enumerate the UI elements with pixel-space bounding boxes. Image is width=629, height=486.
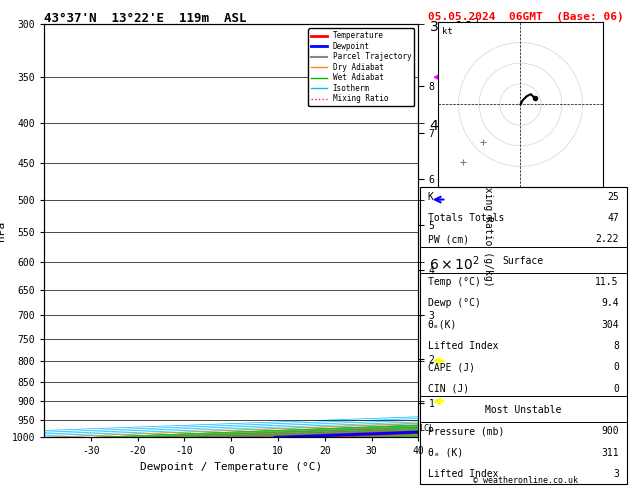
- Text: K: K: [428, 191, 434, 202]
- Text: θₑ (K): θₑ (K): [428, 448, 463, 458]
- Text: CAPE (J): CAPE (J): [428, 363, 475, 372]
- Text: 43°37'N  13°22'E  119m  ASL: 43°37'N 13°22'E 119m ASL: [44, 12, 247, 25]
- Text: CIN (J): CIN (J): [428, 383, 469, 394]
- Text: 2.22: 2.22: [595, 234, 619, 244]
- Text: 8: 8: [613, 341, 619, 351]
- Text: 05.05.2024  06GMT  (Base: 06): 05.05.2024 06GMT (Base: 06): [428, 12, 623, 22]
- Text: 304: 304: [601, 320, 619, 330]
- Text: Pressure (mb): Pressure (mb): [428, 426, 504, 436]
- Legend: Temperature, Dewpoint, Parcel Trajectory, Dry Adiabat, Wet Adiabat, Isotherm, Mi: Temperature, Dewpoint, Parcel Trajectory…: [308, 28, 415, 106]
- X-axis label: Dewpoint / Temperature (°C): Dewpoint / Temperature (°C): [140, 462, 322, 472]
- Y-axis label: hPa: hPa: [0, 221, 6, 241]
- Text: 47: 47: [607, 213, 619, 223]
- Text: Lifted Index: Lifted Index: [428, 469, 498, 479]
- Text: 0: 0: [613, 363, 619, 372]
- Y-axis label: Mixing Ratio (g/kg): Mixing Ratio (g/kg): [483, 175, 493, 287]
- Text: 25: 25: [607, 191, 619, 202]
- Text: 3: 3: [613, 469, 619, 479]
- Text: 311: 311: [601, 448, 619, 458]
- Text: Most Unstable: Most Unstable: [485, 405, 562, 415]
- Text: © weatheronline.co.uk: © weatheronline.co.uk: [473, 476, 577, 485]
- Text: PW (cm): PW (cm): [428, 234, 469, 244]
- Text: 0: 0: [613, 383, 619, 394]
- Text: 11.5: 11.5: [595, 277, 619, 287]
- Text: LCL: LCL: [419, 424, 434, 433]
- Text: Temp (°C): Temp (°C): [428, 277, 481, 287]
- Text: kt: kt: [442, 27, 453, 36]
- Text: Lifted Index: Lifted Index: [428, 341, 498, 351]
- Text: θₑ(K): θₑ(K): [428, 320, 457, 330]
- Text: 9.4: 9.4: [601, 298, 619, 308]
- Text: Surface: Surface: [503, 256, 544, 265]
- Text: 900: 900: [601, 426, 619, 436]
- Text: Dewp (°C): Dewp (°C): [428, 298, 481, 308]
- Text: Totals Totals: Totals Totals: [428, 213, 504, 223]
